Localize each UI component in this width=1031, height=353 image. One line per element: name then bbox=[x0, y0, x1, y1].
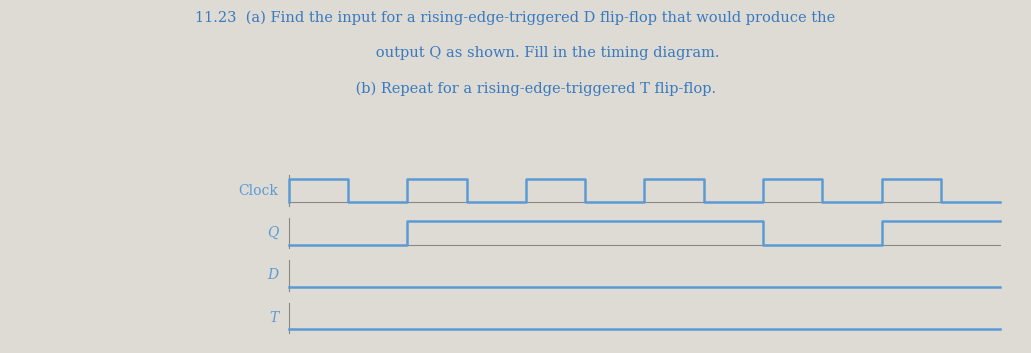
Text: 11.23  (a) Find the input for a rising-edge-triggered D flip-flop that would pro: 11.23 (a) Find the input for a rising-ed… bbox=[196, 11, 835, 25]
Text: (b) Repeat for a rising-edge-triggered T flip-flop.: (b) Repeat for a rising-edge-triggered T… bbox=[314, 81, 717, 96]
Text: output Q as shown. Fill in the timing diagram.: output Q as shown. Fill in the timing di… bbox=[311, 46, 720, 60]
Text: D: D bbox=[267, 268, 278, 282]
Text: Clock: Clock bbox=[238, 184, 278, 198]
Text: Q: Q bbox=[267, 226, 278, 240]
Text: T: T bbox=[269, 311, 278, 325]
